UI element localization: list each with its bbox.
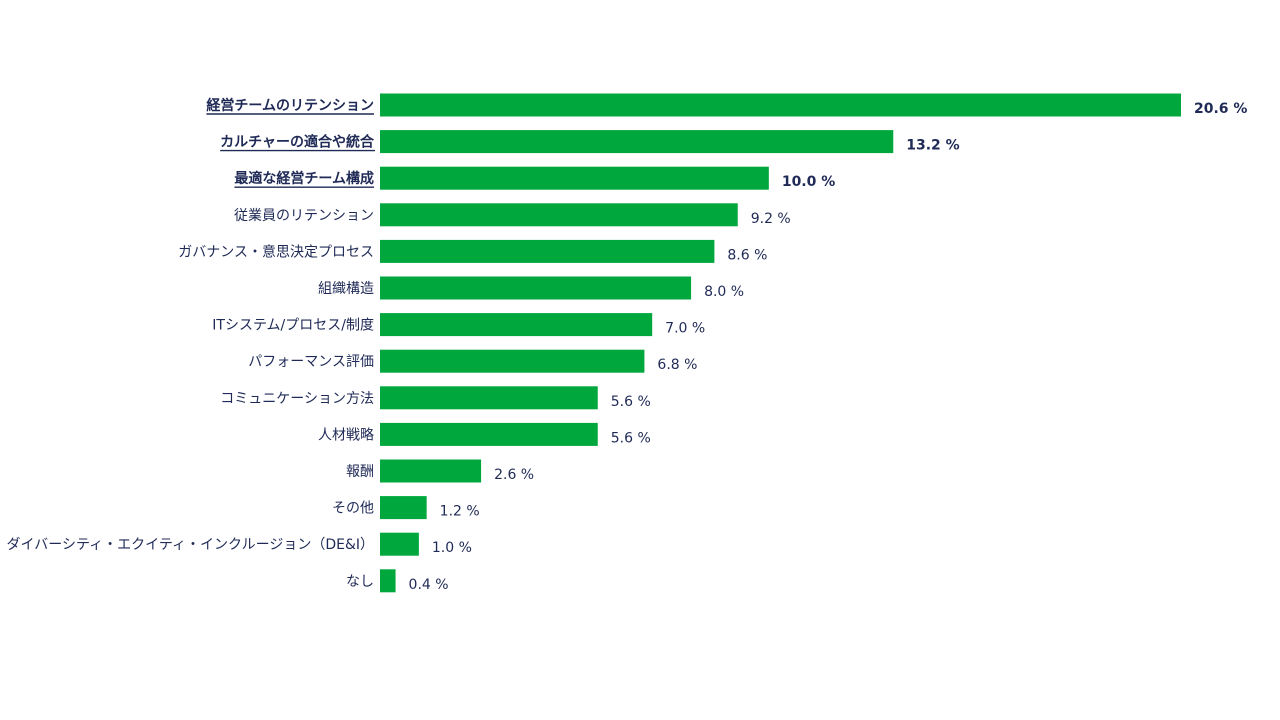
value-labels-layer: 20.6 % 13.2 % 10.0 % 9.2 % 8.6 % 8.0 % 7.0 % 6.… [409, 101, 1248, 593]
bar-10 [380, 459, 482, 483]
bar-4 [380, 239, 715, 263]
category-label-1: カルチャーの適合や統合 [220, 134, 375, 151]
value-label-9: 5.6 % [611, 430, 651, 446]
bar-0 [380, 93, 1181, 117]
category-label-4: ガバナンス・意思決定プロセス [178, 243, 374, 260]
category-label-11: その他 [332, 501, 374, 517]
value-label-4: 8.6 % [727, 247, 767, 263]
category-label-6: ITシステム/プロセス/制度 [212, 318, 374, 334]
value-label-3: 9.2 % [751, 211, 791, 227]
value-label-8: 5.6 % [611, 394, 651, 410]
bar-12 [380, 532, 419, 556]
category-label-12: ダイバーシティ・エクイティ・インクルージョン（DE&I） [7, 537, 374, 553]
bar-11 [380, 496, 427, 520]
bar-8 [380, 386, 598, 410]
value-label-5: 8.0 % [704, 284, 744, 300]
value-label-0: 20.6 % [1194, 101, 1247, 117]
value-label-12: 1.0 % [432, 540, 472, 556]
category-label-8: コミュニケーション方法 [220, 391, 374, 407]
bar-6 [380, 313, 653, 337]
category-label-9: 人材戦略 [318, 427, 374, 443]
value-label-7: 6.8 % [657, 357, 697, 373]
bar-13 [380, 569, 396, 593]
category-label-0: 経営チームのリテンション [206, 97, 374, 114]
category-labels-layer: 経営チームのリテンションカルチャーの適合や統合最適な経営チーム構成従業員のリテン… [7, 97, 375, 590]
bar-1 [380, 130, 894, 154]
value-label-13: 0.4 % [409, 577, 449, 593]
value-label-10: 2.6 % [494, 467, 534, 483]
category-label-3: 従業員のリテンション [234, 208, 374, 224]
category-label-13: なし [346, 574, 374, 590]
category-label-2: 最適な経営チーム構成 [234, 170, 374, 187]
category-label-10: 報酬 [346, 464, 374, 480]
bar-9 [380, 422, 598, 446]
value-label-2: 10.0 % [782, 174, 835, 190]
value-label-11: 1.2 % [440, 504, 480, 520]
category-label-7: パフォーマンス評価 [248, 354, 374, 370]
bar-5 [380, 276, 692, 300]
value-label-6: 7.0 % [665, 321, 705, 337]
bar-2 [380, 166, 769, 190]
value-label-1: 13.2 % [906, 138, 959, 154]
bar-3 [380, 203, 738, 227]
category-label-5: 組織構造 [318, 281, 374, 297]
bar-7 [380, 349, 645, 373]
bars-layer [380, 93, 1181, 593]
